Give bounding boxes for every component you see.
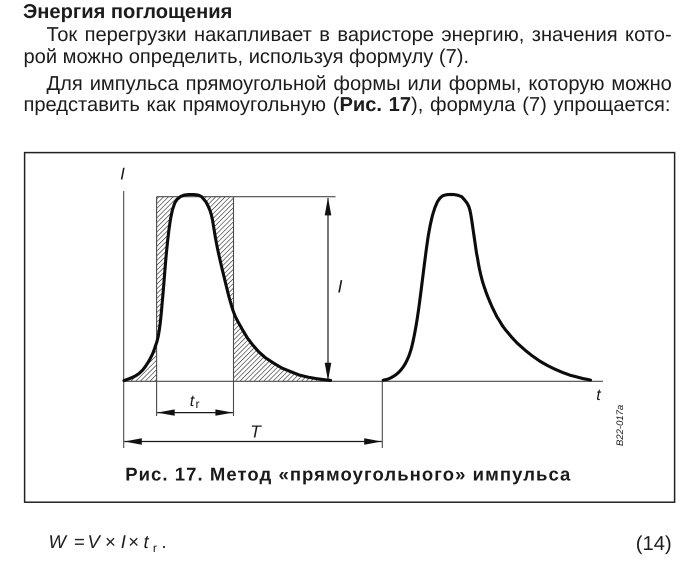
svg-text:t: t — [596, 387, 601, 404]
svg-text:t: t — [190, 393, 195, 410]
svg-text:T: T — [250, 422, 262, 442]
svg-text:B22-017a: B22-017a — [615, 405, 626, 446]
svg-text:I: I — [120, 165, 125, 184]
svg-text:Рис. 17. Метод «прямоугольного: Рис. 17. Метод «прямоугольного» импульса — [125, 463, 571, 484]
svg-text:r: r — [196, 397, 200, 411]
svg-text:I: I — [337, 277, 342, 297]
